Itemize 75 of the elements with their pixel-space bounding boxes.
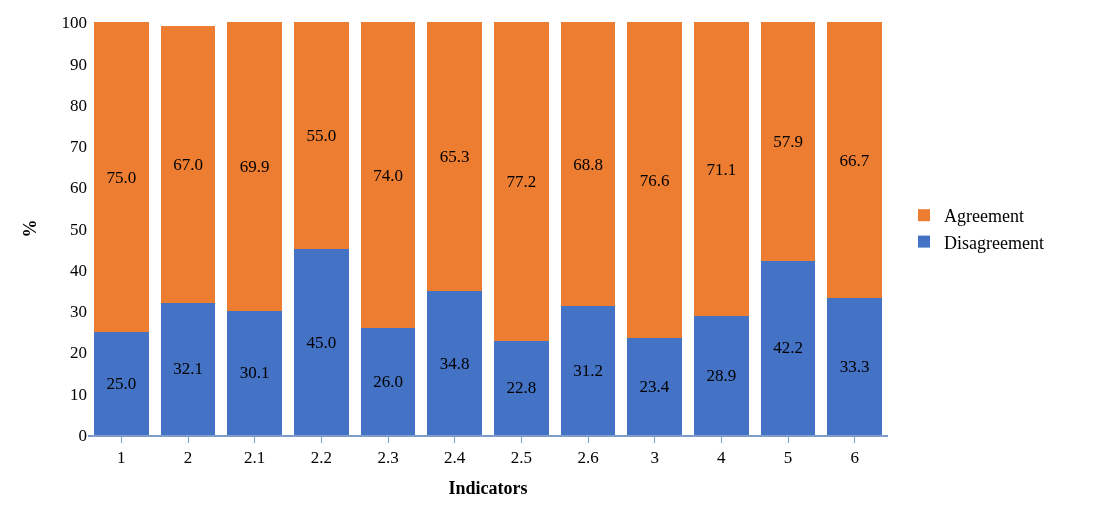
data-label: 42.2 — [773, 338, 803, 358]
data-label: 66.7 — [839, 150, 870, 170]
data-label: 55.0 — [306, 126, 337, 146]
data-label: 71.1 — [706, 159, 737, 179]
bar — [360, 327, 416, 435]
data-label: 65.3 — [439, 147, 470, 167]
y-tick-label: 80 — [70, 95, 87, 115]
data-label: 74.0 — [373, 165, 403, 185]
bar — [494, 22, 549, 341]
bar — [694, 22, 749, 316]
data-label: 32.1 — [173, 359, 203, 379]
bar — [294, 22, 349, 250]
bar — [827, 22, 882, 298]
bar — [560, 306, 616, 435]
bar — [227, 22, 282, 311]
data-label: 26.0 — [373, 371, 403, 391]
bar — [627, 338, 682, 435]
x-tick-label: 2.5 — [510, 448, 532, 468]
x-tick-label: 6 — [850, 448, 859, 468]
bar — [627, 22, 682, 339]
x-tick-label: 4 — [717, 448, 727, 468]
y-tick-label: 50 — [70, 219, 87, 239]
bar — [94, 331, 149, 435]
data-label: 22.8 — [506, 378, 537, 398]
bar — [760, 260, 816, 435]
x-tick-label: 3 — [650, 448, 659, 468]
y-tick-label: 10 — [70, 384, 87, 404]
bar — [560, 22, 616, 307]
legend-label: Agreement — [944, 206, 1024, 227]
y-tick-label: 70 — [70, 137, 87, 157]
x-tick-label: 1 — [117, 448, 126, 468]
bar — [760, 22, 816, 261]
x-tick-label: 2.2 — [310, 448, 332, 468]
data-label: 77.2 — [506, 172, 537, 192]
y-axis-title: % — [19, 219, 40, 238]
bar — [494, 340, 549, 435]
data-label: 67.0 — [173, 154, 203, 174]
x-tick-label: 5 — [783, 448, 793, 468]
data-label: 69.9 — [239, 157, 270, 177]
data-label: 30.1 — [239, 363, 270, 383]
y-tick-label: 30 — [70, 302, 87, 322]
y-tick-label: 100 — [61, 13, 87, 33]
data-label: 31.2 — [573, 361, 603, 381]
bar — [294, 249, 349, 435]
y-tick-label: 40 — [70, 260, 87, 280]
data-label: 76.6 — [639, 170, 670, 190]
legend-label: Disagreement — [944, 232, 1044, 253]
bar — [694, 315, 749, 435]
y-tick-label: 60 — [70, 178, 87, 198]
bar — [160, 26, 216, 303]
data-label: 45.0 — [306, 332, 337, 352]
x-tick-label: 2 — [183, 448, 193, 468]
bar — [160, 302, 216, 435]
x-tick-label: 2.3 — [377, 448, 399, 468]
data-label: 28.9 — [706, 365, 737, 385]
data-label: 75.0 — [106, 167, 137, 187]
y-tick-label: 20 — [70, 343, 87, 363]
x-axis-title: Indicators — [448, 478, 528, 498]
x-tick-label: 2.4 — [444, 448, 466, 468]
data-label: 23.4 — [639, 377, 670, 397]
data-label: 33.3 — [839, 356, 870, 376]
bar — [427, 22, 482, 292]
data-label: 25.0 — [106, 373, 137, 393]
y-tick-label: 0 — [78, 425, 87, 445]
data-label: 68.8 — [573, 154, 603, 174]
data-label: 34.8 — [439, 353, 470, 373]
data-label: 57.9 — [773, 131, 803, 151]
bar — [427, 291, 482, 435]
bar — [227, 310, 282, 435]
x-tick-label: 2.6 — [577, 448, 599, 468]
bar — [360, 22, 416, 328]
x-tick-label: 2.1 — [244, 448, 266, 468]
bar — [94, 22, 149, 332]
bar — [827, 297, 882, 435]
y-tick-label: 90 — [70, 54, 87, 74]
